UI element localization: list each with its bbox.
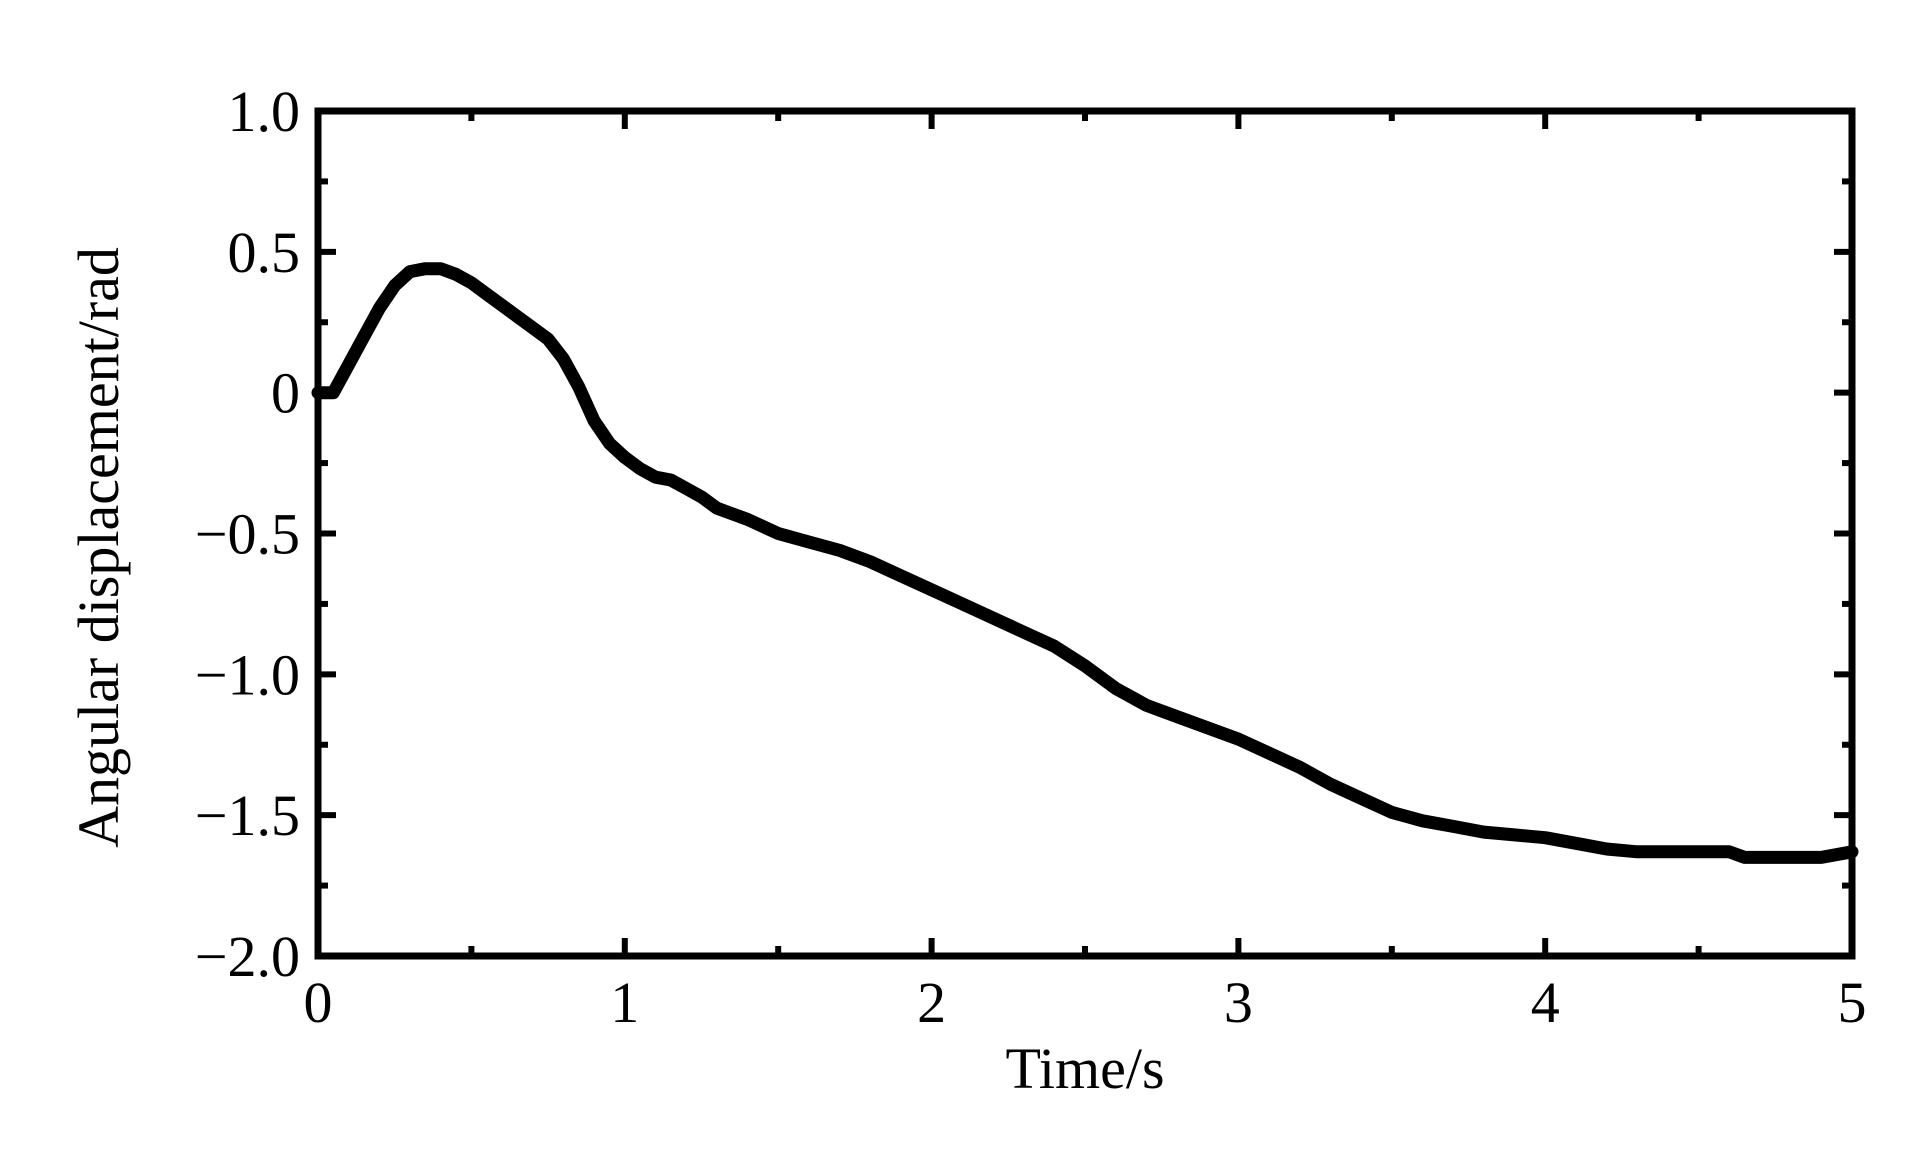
x-tick-label: 2: [917, 970, 946, 1035]
plot-frame: [314, 107, 1856, 960]
x-axis-title: Time/s: [1005, 1036, 1164, 1101]
x-tick-label: 3: [1224, 970, 1253, 1035]
y-tick-label: 0: [271, 361, 300, 426]
y-tick-label: 1.0: [228, 79, 301, 144]
y-tick-label: −1.5: [195, 783, 300, 848]
series-line: [311, 262, 1859, 864]
y-tick-label: −2.0: [195, 924, 300, 989]
y-tick-label: −1.0: [195, 642, 300, 707]
x-tick-label: 5: [1838, 970, 1867, 1035]
x-tick-label: 4: [1531, 970, 1560, 1035]
y-tick-label: 0.5: [228, 220, 301, 285]
y-axis-title: Angular displacement/rad: [66, 247, 131, 848]
ticks-layer: [315, 108, 1855, 959]
tick-labels-layer: 0 1 2 3 4 5 1.0 0.5 0 −0.5 −1.0 −1.5 −2.0: [195, 79, 1867, 1035]
y-tick-label: −0.5: [195, 502, 300, 567]
x-tick-label: 0: [304, 970, 333, 1035]
x-tick-label: 1: [610, 970, 639, 1035]
